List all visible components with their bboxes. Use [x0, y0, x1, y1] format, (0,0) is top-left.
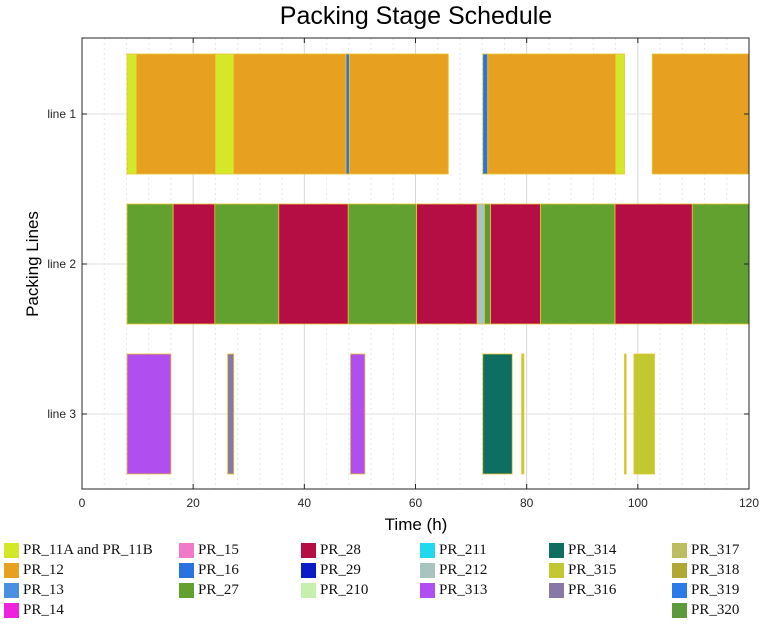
chart-title: Packing Stage Schedule: [280, 2, 552, 30]
task-bar-pr_12: [136, 53, 216, 175]
legend-swatch: [549, 543, 564, 558]
legend-label: PR_15: [198, 542, 239, 558]
legend-swatch: [420, 583, 435, 598]
task-bar-pr_315: [521, 353, 525, 475]
legend-label: PR_313: [439, 582, 488, 598]
legend-swatch: [179, 563, 194, 578]
y-tick-label: line 3: [47, 407, 76, 421]
task-bar-pr_28: [278, 203, 349, 325]
task-bar-pr_11a-and-pr_11b: [126, 53, 137, 175]
task-bar-pr_315: [633, 353, 655, 475]
x-tick-label: 0: [79, 496, 86, 510]
legend-swatch: [4, 543, 19, 558]
task-bar-pr_28: [416, 203, 478, 325]
legend-swatch: [672, 543, 687, 558]
task-bar-pr_12: [651, 53, 750, 175]
legend-label: PR_29: [320, 562, 361, 578]
task-bar-pr_27: [126, 203, 174, 325]
task-bar-pr_11a-and-pr_11b: [214, 53, 235, 175]
legend-swatch: [420, 563, 435, 578]
legend-label: PR_316: [568, 582, 617, 598]
legend-label: PR_11A and PR_11B: [23, 542, 153, 558]
y-axis-label: Packing Lines: [23, 211, 42, 317]
legend-label: PR_28: [320, 542, 361, 558]
x-tick-label: 100: [628, 496, 648, 510]
legend-label: PR_16: [198, 562, 239, 578]
legend-label: PR_12: [23, 562, 64, 578]
task-bar-pr_315: [624, 353, 627, 475]
task-bar-pr_212: [476, 203, 485, 325]
task-bar-pr_27: [347, 203, 418, 325]
legend-swatch: [672, 583, 687, 598]
legend-swatch: [301, 583, 316, 598]
x-axis-label: Time (h): [385, 515, 448, 534]
task-bar-pr_27: [540, 203, 616, 325]
legend-label: PR_13: [23, 582, 64, 598]
legend-swatch: [672, 563, 687, 578]
task-bar-pr_27: [691, 203, 750, 325]
legend-swatch: [301, 563, 316, 578]
legend-label: PR_314: [568, 542, 617, 558]
legend-swatch: [301, 543, 316, 558]
task-bar-pr_316: [227, 353, 235, 475]
task-bar-pr_28: [172, 203, 216, 325]
x-tick-label: 120: [739, 496, 759, 510]
x-tick-label: 40: [298, 496, 312, 510]
legend-swatch: [4, 563, 19, 578]
task-bar-pr_12: [233, 53, 347, 175]
legend-label: PR_315: [568, 562, 617, 578]
task-bar-pr_320: [484, 203, 491, 325]
task-bar-pr_16: [482, 53, 489, 175]
legend-label: PR_319: [691, 582, 740, 598]
legend-swatch: [549, 583, 564, 598]
task-bar-pr_313: [350, 353, 366, 475]
x-tick-label: 60: [409, 496, 423, 510]
task-bar-pr_16: [345, 53, 350, 175]
y-tick-label: line 1: [47, 107, 76, 121]
legend-label: PR_317: [691, 542, 740, 558]
task-bar-pr_12: [348, 53, 449, 175]
task-bar-pr_28: [614, 203, 693, 325]
legend-swatch: [179, 583, 194, 598]
y-tick-label: line 2: [47, 257, 76, 271]
legend-label: PR_320: [691, 602, 740, 618]
legend-label: PR_212: [439, 562, 488, 578]
task-bar-pr_27: [214, 203, 280, 325]
x-tick-label: 80: [520, 496, 534, 510]
legend-label: PR_318: [691, 562, 740, 578]
legend-label: PR_27: [198, 582, 239, 598]
x-tick-label: 20: [186, 496, 200, 510]
task-bar-pr_28: [490, 203, 541, 325]
task-bar-pr_314: [482, 353, 513, 475]
task-bar-pr_12: [487, 53, 616, 175]
legend-swatch: [549, 563, 564, 578]
legend-swatch: [4, 583, 19, 598]
task-bar-pr_313: [126, 353, 172, 475]
task-bar-pr_11a-and-pr_11b: [615, 53, 625, 175]
legend-swatch: [420, 543, 435, 558]
legend-label: PR_210: [320, 582, 369, 598]
legend-swatch: [672, 603, 687, 618]
legend-label: PR_211: [439, 542, 487, 558]
legend-swatch: [4, 603, 19, 618]
legend-swatch: [179, 543, 194, 558]
legend-label: PR_14: [23, 602, 64, 618]
